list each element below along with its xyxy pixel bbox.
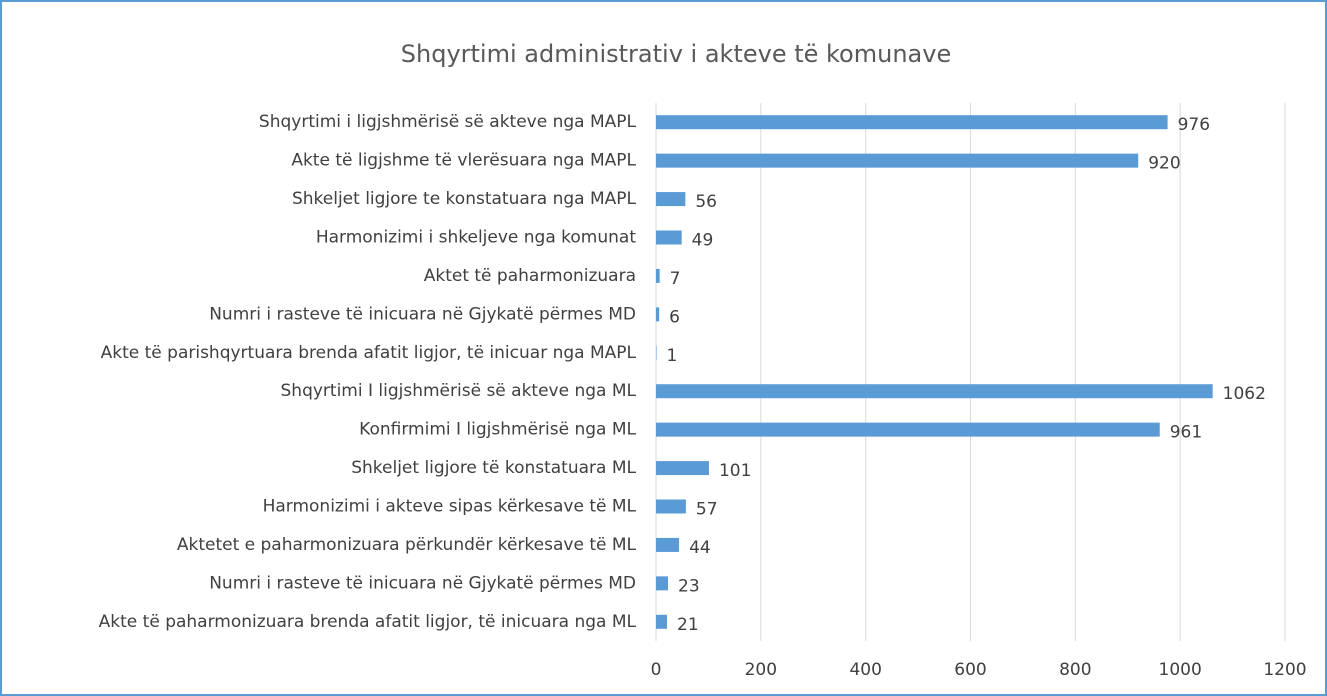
y-tick-label: Shkeljet ligjore të konstatuara ML — [351, 458, 636, 478]
y-tick-label: Akte të paharmonizuara brenda afatit lig… — [99, 612, 637, 632]
y-tick-label: Numri i rasteve të inicuara në Gjykatë p… — [209, 304, 636, 324]
value-label: 21 — [677, 615, 699, 635]
value-label: 976 — [1178, 115, 1210, 135]
bar — [656, 384, 1213, 399]
y-tick-label: Akte të parishqyrtuara brenda afatit lig… — [101, 343, 637, 363]
bar — [656, 192, 686, 207]
bar — [656, 268, 660, 283]
x-tick-label: 800 — [1059, 660, 1091, 680]
value-label: 6 — [669, 307, 680, 327]
value-label: 1062 — [1223, 384, 1266, 404]
bar — [656, 614, 668, 629]
value-label: 101 — [719, 461, 751, 481]
bar — [656, 153, 1139, 168]
x-tick-label: 600 — [954, 660, 986, 680]
bar — [656, 230, 682, 245]
y-tick-label: Aktet të paharmonizuara — [424, 266, 636, 286]
y-tick-label: Harmonizimi i akteve sipas kërkesave të … — [263, 497, 637, 517]
y-tick-label: Konfirmimi I ligjshmërisë nga ML — [359, 420, 636, 440]
bar — [656, 345, 657, 360]
value-label: 57 — [696, 500, 718, 520]
bar — [656, 461, 709, 476]
x-tick-label: 1000 — [1159, 660, 1202, 680]
value-label: 7 — [670, 269, 681, 289]
bar — [656, 115, 1168, 130]
y-tick-label: Numri i rasteve të inicuara në Gjykatë p… — [209, 573, 636, 593]
y-tick-label: Shkeljet ligjore te konstatuara nga MAPL — [292, 189, 637, 209]
value-label: 961 — [1170, 423, 1202, 443]
y-tick-label: Aktetet e paharmonizuara përkundër kërke… — [177, 535, 637, 555]
bar — [656, 499, 686, 514]
y-tick-label: Akte të ligjshme të vlerësuara nga MAPL — [291, 151, 636, 171]
x-tick-label: 0 — [651, 660, 662, 680]
value-label: 49 — [692, 231, 714, 251]
x-tick-label: 400 — [849, 660, 881, 680]
value-label: 56 — [695, 192, 717, 212]
value-label: 920 — [1148, 154, 1180, 174]
chart-title: Shqyrtimi administrativ i akteve të komu… — [401, 40, 951, 68]
bar — [656, 576, 669, 591]
value-label: 1 — [667, 346, 678, 366]
y-tick-label: Harmonizimi i shkeljeve nga komunat — [316, 228, 637, 248]
bar — [656, 422, 1160, 437]
value-label: 44 — [689, 538, 711, 558]
bar — [656, 537, 680, 552]
y-tick-label: Shqyrtimi I ligjshmërisë së akteve nga M… — [281, 381, 637, 401]
bar — [656, 307, 660, 322]
x-tick-label: 1200 — [1263, 660, 1306, 680]
x-tick-label: 200 — [745, 660, 777, 680]
value-label: 23 — [678, 576, 700, 596]
y-tick-label: Shqyrtimi i ligjshmërisë së akteve nga M… — [259, 112, 637, 132]
